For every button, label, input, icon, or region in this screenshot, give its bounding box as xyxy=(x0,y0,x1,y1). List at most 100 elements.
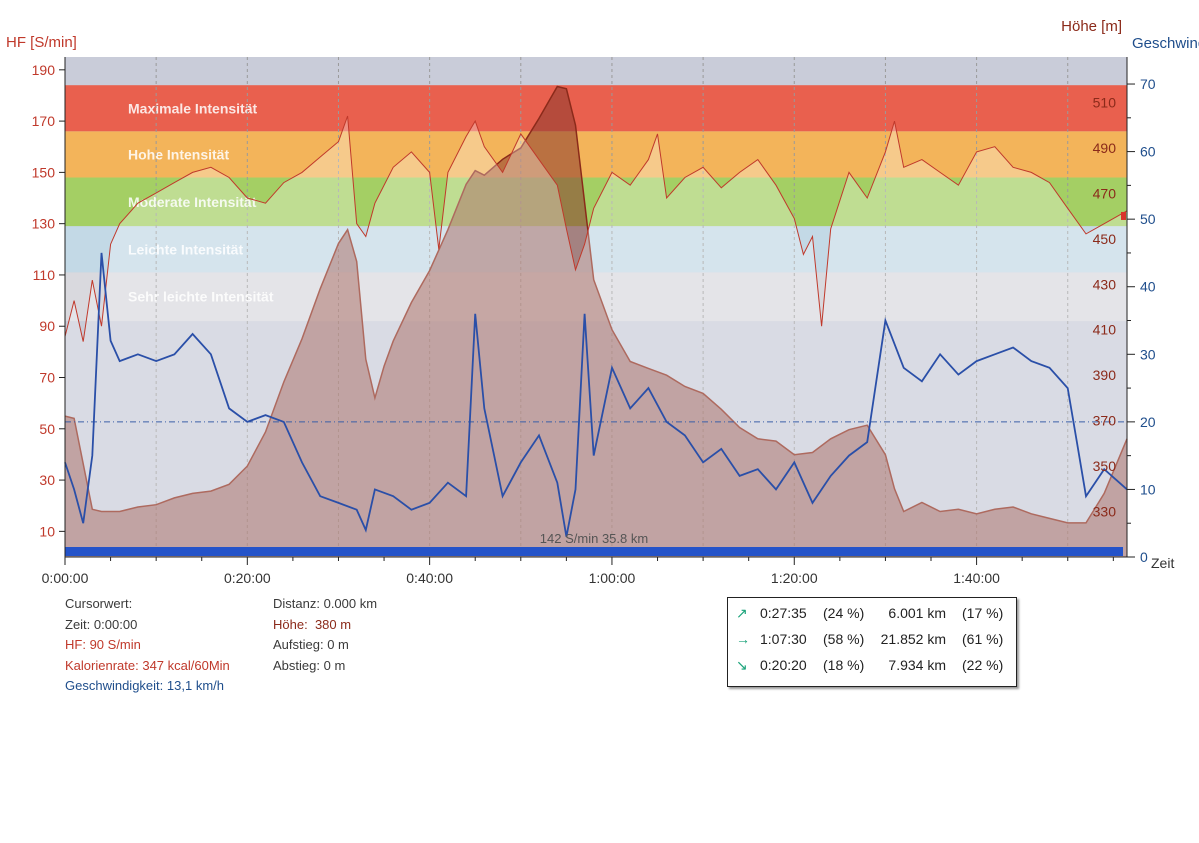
speed-tick-label: 60 xyxy=(1140,144,1156,160)
summary-dist: 7.934 km xyxy=(888,657,946,673)
summary-time: 0:20:20 xyxy=(760,657,807,673)
cursor-hoehe: Höhe: 380 m xyxy=(273,615,377,636)
cursor-hf: HF: 90 S/min xyxy=(65,635,230,656)
zone-band xyxy=(65,177,1127,227)
summary-time: 0:27:35 xyxy=(760,605,807,621)
cursor-aufstieg-value: 0 m xyxy=(327,637,349,652)
altitude-tick-label: 410 xyxy=(1093,322,1117,338)
cursor-geschw-label: Geschwindigkeit: xyxy=(65,678,164,693)
speed-tick-label: 0 xyxy=(1140,549,1148,565)
left-tick-label: 30 xyxy=(39,472,55,488)
altitude-tick-label: 510 xyxy=(1093,94,1117,110)
left-tick-label: 190 xyxy=(32,62,56,78)
summary-row-up: ↗ 0:27:35 (24 %) 6.001 km (17 %) xyxy=(728,605,1016,627)
zone-label: Hohe Intensität xyxy=(128,146,229,162)
zone-label: Sehr leichte Intensität xyxy=(128,289,274,305)
cursor-abstieg-value: 0 m xyxy=(323,657,346,673)
zone-band xyxy=(65,226,1127,273)
cursor-aufstieg-label: Aufstieg: xyxy=(273,637,324,652)
altitude-axis-title: Höhe [m] xyxy=(1061,18,1122,35)
x-tick-label: 1:20:00 xyxy=(771,570,818,586)
left-tick-label: 130 xyxy=(32,216,56,232)
altitude-tick-label: 390 xyxy=(1093,367,1117,383)
cursor-distanz-label: Distanz: xyxy=(273,596,320,611)
cursor-abstieg-label: Abstieg: xyxy=(273,657,320,673)
summary-box: ↗ 0:27:35 (24 %) 6.001 km (17 %) → 1:07:… xyxy=(727,597,1017,687)
summary-row-down: ↘ 0:20:20 (18 %) 7.934 km (22 %) xyxy=(728,657,1016,679)
cursor-label: Cursorwert: xyxy=(65,596,133,611)
speed-line xyxy=(64,252,1128,537)
cursor-zeit-value: 0:00:00 xyxy=(93,616,138,632)
altitude-line xyxy=(64,85,1128,524)
cursor-abstieg: Abstieg: 0 m xyxy=(273,656,377,677)
left-tick-label: 150 xyxy=(32,164,56,180)
summary-row-flat: → 1:07:30 (58 %) 21.852 km (61 %) xyxy=(728,631,1016,653)
altitude-tick-label: 490 xyxy=(1093,140,1117,156)
summary-time: 1:07:30 xyxy=(760,631,807,647)
summary-dist: 21.852 km xyxy=(880,631,946,647)
left-tick-label: 70 xyxy=(39,370,55,386)
speed-tick-label: 30 xyxy=(1140,346,1156,362)
x-tick-label: 0:40:00 xyxy=(406,570,453,586)
zone-label: Leichte Intensität xyxy=(128,241,243,257)
distance-bar xyxy=(65,547,1123,556)
altitude-area xyxy=(65,86,1127,557)
cursor-info-right: Distanz: 0.000 km Höhe: 380 m Aufstieg: … xyxy=(273,594,377,676)
left-tick-label: 110 xyxy=(33,267,56,283)
summary-dist-pct: (22 %) xyxy=(962,657,1004,673)
arrow-up-right-icon: ↗ xyxy=(736,605,748,621)
speed-axis-title: Geschwindigkeit xyxy=(1132,35,1199,52)
cursor-kalorien-value: 347 kcal/60Min xyxy=(142,657,230,673)
cursor-geschw-value: 13,1 km/h xyxy=(166,678,224,693)
arrow-down-right-icon: ↘ xyxy=(736,657,748,673)
cursor-marker xyxy=(1121,211,1126,220)
cursor-hoehe-label: Höhe: xyxy=(273,616,308,632)
x-axis-title: Zeit xyxy=(1151,555,1174,571)
cursor-hoehe-value: 380 m xyxy=(314,616,352,632)
x-tick-label: 1:40:00 xyxy=(953,570,1000,586)
zone-label: Moderate Intensität xyxy=(128,194,257,210)
speed-tick-label: 50 xyxy=(1140,211,1156,227)
speed-tick-label: 10 xyxy=(1140,481,1156,497)
arrow-right-icon: → xyxy=(736,631,750,647)
cursor-hf-label: HF: xyxy=(65,637,86,652)
marker-text: 142 S/min 35.8 km xyxy=(540,531,648,546)
altitude-tick-label: 430 xyxy=(1093,276,1117,292)
summary-time-pct: (18 %) xyxy=(823,657,865,673)
left-tick-label: 170 xyxy=(32,113,56,129)
cursor-kalorien: Kalorienrate: 347 kcal/60Min xyxy=(65,656,230,677)
zone-band xyxy=(65,131,1127,178)
altitude-tick-label: 350 xyxy=(1093,458,1117,474)
left-tick-label: 10 xyxy=(39,523,55,539)
cursor-zeit: Zeit: 0:00:00 xyxy=(65,615,230,636)
summary-time-pct: (58 %) xyxy=(823,631,865,647)
speed-tick-label: 70 xyxy=(1140,76,1156,92)
cursor-distanz-value: 0.000 km xyxy=(323,596,378,611)
hf-line xyxy=(64,115,1128,342)
cursor-geschw: Geschwindigkeit: 13,1 km/h xyxy=(65,676,230,697)
cursor-aufstieg: Aufstieg: 0 m xyxy=(273,635,377,656)
summary-dist: 6.001 km xyxy=(888,605,946,621)
cursor-info-left: Cursorwert: Zeit: 0:00:00 HF: 90 S/min K… xyxy=(65,594,230,697)
left-tick-label: 50 xyxy=(39,421,55,437)
left-tick-label: 90 xyxy=(39,318,55,334)
altitude-tick-label: 330 xyxy=(1093,504,1117,520)
cursor-zeit-label: Zeit: xyxy=(65,616,91,632)
cursor-kalorien-label: Kalorienrate: xyxy=(65,657,139,673)
x-tick-label: 0:00:00 xyxy=(42,570,89,586)
summary-dist-pct: (17 %) xyxy=(962,605,1004,621)
cursor-hf-value: 90 S/min xyxy=(89,637,141,652)
x-tick-label: 1:00:00 xyxy=(589,570,636,586)
speed-tick-label: 20 xyxy=(1140,414,1156,430)
zone-label: Maximale Intensität xyxy=(128,100,257,116)
cursor-distanz: Distanz: 0.000 km xyxy=(273,594,377,615)
left-axis-title: HF [S/min] xyxy=(6,34,77,51)
summary-dist-pct: (61 %) xyxy=(962,631,1004,647)
x-tick-label: 0:20:00 xyxy=(224,570,271,586)
zone-band xyxy=(65,85,1127,132)
altitude-tick-label: 370 xyxy=(1093,413,1117,429)
speed-tick-label: 40 xyxy=(1140,279,1156,295)
altitude-tick-label: 470 xyxy=(1093,185,1117,201)
altitude-tick-label: 450 xyxy=(1093,231,1117,247)
